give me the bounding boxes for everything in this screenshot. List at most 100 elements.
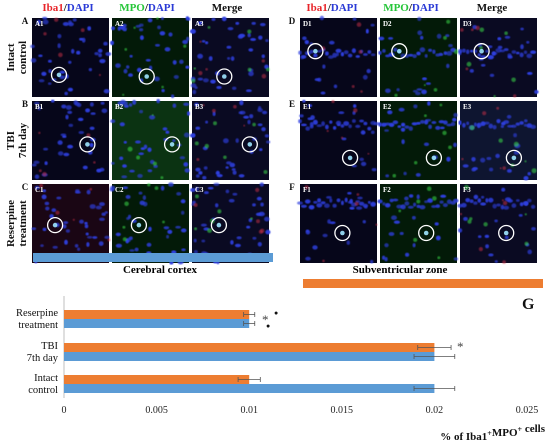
highlight-circle bbox=[46, 216, 64, 234]
right-header-3: Merge bbox=[477, 2, 508, 14]
micrograph-D2: D2 bbox=[378, 16, 459, 97]
left-header-3: Merge bbox=[212, 2, 243, 14]
significance-dot: ● bbox=[266, 322, 270, 330]
panel-id: C2 bbox=[115, 186, 124, 194]
panel-id: D2 bbox=[383, 20, 392, 28]
highlight-circle bbox=[50, 66, 68, 84]
error-bar-cortex-1 bbox=[243, 321, 256, 326]
panel-label-g: G bbox=[522, 296, 535, 313]
row-labels: Intactcontrol A D TBI7th day B E Reserpinetrea… bbox=[5, 16, 296, 247]
bar-subventricular-1 bbox=[64, 310, 250, 319]
error-bar-cortex-2 bbox=[413, 354, 456, 359]
highlight-circle bbox=[138, 68, 155, 85]
highlight-circle bbox=[130, 216, 148, 234]
row-letter-right: E bbox=[289, 99, 295, 109]
micrograph-grid: A1 D1 A2 D2 A3 D3 B1 E1 B2 E2 B3 E3 C1 F1 C2 F2 C3 F3 bbox=[30, 15, 539, 265]
left-header-2: MPO/DAPI bbox=[119, 2, 175, 14]
highlight-circle bbox=[425, 149, 443, 167]
micrograph-A2: A2 bbox=[110, 16, 191, 99]
panel-id: F3 bbox=[463, 186, 471, 194]
micrograph-F1: F1 bbox=[297, 184, 378, 264]
region-captions: Cerebral cortex Subventricular zone bbox=[33, 253, 543, 288]
cortex-color-bar bbox=[33, 253, 273, 262]
highlight-circle bbox=[418, 224, 435, 242]
micrograph-C3: C3 bbox=[190, 182, 271, 265]
micrograph-B1: B1 bbox=[31, 99, 109, 180]
panel-id: D3 bbox=[463, 20, 472, 28]
panel-id: D1 bbox=[303, 20, 312, 28]
row-letter-right: D bbox=[289, 16, 296, 26]
panel-id: B2 bbox=[115, 103, 124, 111]
panel-id: C3 bbox=[195, 186, 204, 194]
highlight-circle bbox=[334, 224, 351, 242]
error-bar-subventricular-1 bbox=[243, 312, 256, 317]
x-tick-label: 0 bbox=[62, 405, 67, 416]
right-header-1: Iba1/DAPI bbox=[306, 2, 357, 14]
row-letter-left: C bbox=[22, 182, 29, 192]
row-letter-left: A bbox=[22, 16, 29, 26]
micrograph-C2: C2 bbox=[109, 182, 189, 265]
highlight-circle bbox=[498, 224, 515, 242]
highlight-circle bbox=[241, 136, 258, 153]
row-letter-right: F bbox=[289, 182, 295, 192]
row-letter-left: B bbox=[22, 99, 28, 109]
panel-id: B3 bbox=[195, 103, 204, 111]
error-bar-subventricular-2 bbox=[417, 345, 452, 350]
bar-chart: Reserpine treatment TBI 7th day Intact contro… bbox=[16, 296, 546, 443]
significance-dot: ● bbox=[274, 309, 278, 317]
category-label-2: TBI 7th day bbox=[27, 341, 59, 364]
micrograph-D1: D1 bbox=[298, 15, 377, 97]
panel-id: A1 bbox=[35, 20, 44, 28]
x-tick-label: 0.005 bbox=[145, 405, 168, 416]
category-label-1: Reserpine treatment bbox=[16, 308, 58, 331]
row-label-1: Intactcontrol bbox=[5, 41, 29, 74]
highlight-circle bbox=[216, 68, 233, 85]
highlight-circle bbox=[505, 149, 523, 167]
x-tick-label: 0.015 bbox=[331, 405, 354, 416]
error-bar-cortex-3 bbox=[413, 386, 456, 391]
bar-subventricular-3 bbox=[64, 375, 250, 384]
panel-id: E2 bbox=[383, 103, 392, 111]
micrograph-E1: E1 bbox=[298, 99, 380, 180]
svz-caption: Subventricular zone bbox=[353, 264, 448, 276]
bar-cortex-3 bbox=[64, 384, 435, 393]
bar-cortex-2 bbox=[64, 352, 435, 361]
panel-id: F2 bbox=[383, 186, 391, 194]
highlight-circle bbox=[79, 136, 96, 153]
panel-id: B1 bbox=[35, 103, 44, 111]
micrograph-A3: A3 bbox=[189, 16, 270, 97]
significance-star: * bbox=[262, 312, 269, 327]
category-label-3: Intact control bbox=[28, 373, 58, 396]
highlight-circle bbox=[391, 43, 408, 60]
micrograph-D3: D3 bbox=[458, 18, 539, 98]
right-header-2: MPO/DAPI bbox=[383, 2, 439, 14]
row-label-3: Reserpinetreatment bbox=[5, 200, 29, 247]
micrograph-E2: E2 bbox=[378, 101, 458, 180]
bar-cortex-1 bbox=[64, 319, 250, 328]
highlight-circle bbox=[163, 136, 181, 153]
highlight-circle bbox=[473, 43, 490, 60]
panel-id: E1 bbox=[303, 103, 312, 111]
svz-color-bar bbox=[303, 279, 543, 288]
x-tick-label: 0.01 bbox=[240, 405, 258, 416]
x-tick-label: 0.025 bbox=[516, 405, 539, 416]
cortex-caption: Cerebral cortex bbox=[123, 264, 198, 276]
micrograph-F3: F3 bbox=[457, 184, 537, 264]
micrograph-B3: B3 bbox=[189, 100, 271, 180]
micrograph-A1: A1 bbox=[30, 16, 112, 97]
panel-id: F1 bbox=[303, 186, 311, 194]
micrograph-C1: C1 bbox=[31, 183, 111, 264]
significance-star: * bbox=[457, 339, 464, 354]
error-bar-subventricular-3 bbox=[237, 377, 261, 382]
highlight-circle bbox=[341, 149, 359, 167]
panel-id: A3 bbox=[195, 20, 204, 28]
left-header-1: Iba1/DAPI bbox=[42, 2, 93, 14]
panel-id: C1 bbox=[35, 186, 44, 194]
panel-id: A2 bbox=[115, 20, 124, 28]
x-tick-label: 0.02 bbox=[426, 405, 444, 416]
x-axis-label: % of Iba1+MPO+ cells bbox=[440, 423, 545, 443]
highlight-circle bbox=[210, 216, 228, 234]
micrograph-E3: E3 bbox=[458, 101, 537, 181]
micrograph-B2: B2 bbox=[110, 98, 190, 180]
